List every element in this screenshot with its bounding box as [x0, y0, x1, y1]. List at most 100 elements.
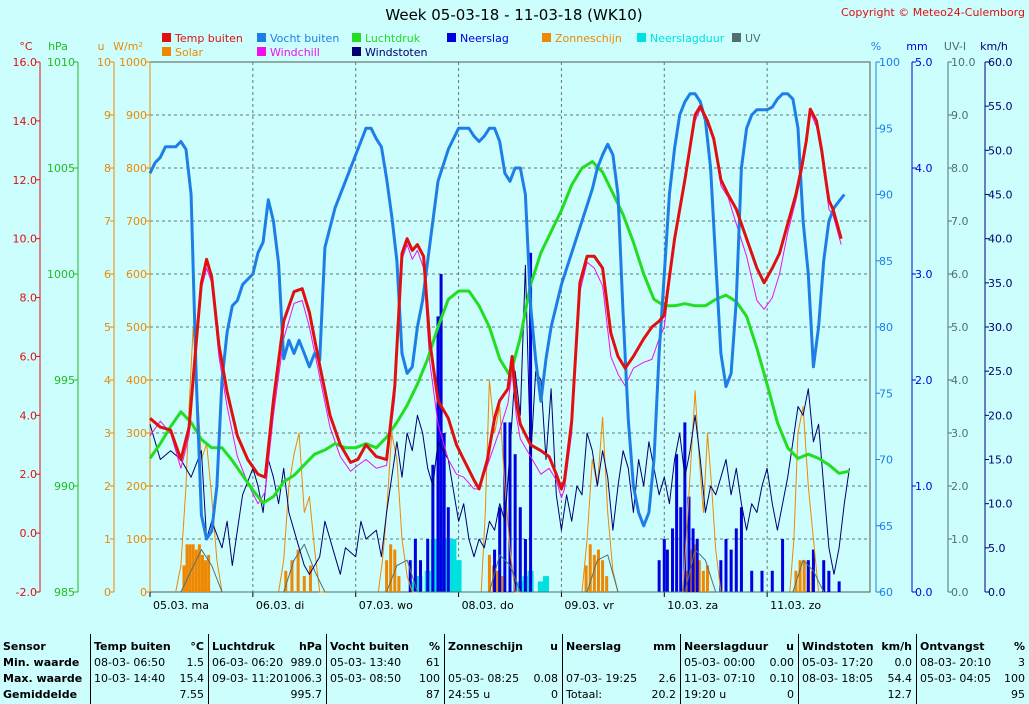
y-tick-label: 50.0	[988, 144, 1013, 157]
summary-avg-value: 0	[787, 688, 794, 701]
summary-row: 07-03- 19:25 2.6	[566, 671, 676, 687]
summary-max-time: 10-03- 14:40	[94, 672, 166, 685]
bar	[389, 544, 393, 592]
bar	[500, 576, 504, 592]
bar	[734, 528, 738, 592]
legend: Temp buiten Vocht buiten Luchtdruk Neerslag…	[162, 32, 761, 59]
legend-label: Solar	[175, 46, 204, 59]
y-tick-label: 3	[104, 427, 111, 440]
summary-col-sensor: Sensor Min. waarde Max. waarde Gemiddelde	[0, 634, 90, 704]
bar	[302, 576, 306, 592]
series-uv	[180, 543, 825, 593]
x-tick-label: 06.03. di	[256, 599, 305, 612]
y-tick-label: 0.0	[915, 586, 933, 599]
y-tick-label: 4.0	[951, 374, 969, 387]
y-tick-label: 7.0	[951, 215, 969, 228]
summary-avg-value: 0	[551, 688, 558, 701]
bar	[493, 549, 497, 592]
summary-col-gust: Windstoten km/h 05-03- 17:20 0.0 08-03- 18:0…	[798, 634, 916, 704]
legend-swatch	[637, 33, 646, 42]
y-tick-label: 800	[126, 162, 147, 175]
y-tick-label: 2.0	[915, 374, 933, 387]
bar	[197, 544, 201, 592]
y-tick-label: 85	[879, 255, 893, 268]
summary-row: Vocht buiten%	[330, 639, 440, 655]
bar	[675, 454, 679, 592]
summary-row: 08-03- 18:05 54.4	[802, 671, 912, 687]
y-tick-label: 8.0	[951, 162, 969, 175]
y-tick-label: 985	[54, 586, 75, 599]
summary-row: Max. waarde	[3, 671, 86, 687]
bar	[191, 544, 195, 592]
bar	[662, 539, 666, 592]
legend-label: UV	[745, 32, 761, 45]
y-tick-label: 900	[126, 109, 147, 122]
summary-col-reception: Ontvangst% 08-03- 20:10 3 05-03- 04:05 100 95	[916, 634, 1029, 704]
y-tick-label: 70	[879, 454, 893, 467]
legend-item: Zonneschijn	[542, 32, 622, 45]
y-tick-label: 500	[126, 321, 147, 334]
bar	[802, 560, 806, 592]
bar	[523, 539, 527, 592]
summary-row: 05-03- 08:25 0.08	[448, 671, 558, 687]
bar	[537, 581, 544, 592]
bar	[605, 576, 609, 592]
summary-min-time: 05-03- 17:20	[802, 656, 874, 669]
summary-max-value: 15.4	[179, 672, 205, 685]
bar	[665, 549, 669, 592]
summary-row: 19:20 u 0	[684, 687, 794, 703]
legend-swatch	[257, 33, 266, 42]
y-axis-sun: u 0 1 2 3 4 5 6 7 8 9 10	[97, 40, 115, 599]
y-axis-unit: UV-I	[944, 40, 966, 53]
y-tick-label: 1005	[47, 162, 75, 175]
bar	[770, 570, 774, 592]
x-tick-label: 05.03. ma	[153, 599, 209, 612]
y-tick-label: 400	[126, 374, 147, 387]
y-axis-unit: mm	[906, 40, 927, 53]
bar	[207, 554, 211, 592]
summary-avg-value: 7.55	[179, 688, 205, 701]
y-tick-label: 100	[126, 533, 147, 546]
summary-min-time: 08-03- 20:10	[920, 656, 992, 669]
y-tick-label: 20.0	[988, 409, 1013, 422]
summary-row: 05-03- 13:40 61	[330, 655, 440, 671]
summary-min-time: 06-03- 06:20	[212, 656, 284, 669]
y-tick-label: 45.0	[988, 189, 1013, 202]
y-axis-rain: mm 0.0 1.0 2.0 3.0 4.0 5.0	[906, 40, 932, 599]
plot-area	[148, 92, 850, 593]
weather-chart: Week 05-03-18 - 11-03-18 (WK10) Copyrigh…	[13, 6, 1026, 612]
summary-max-time: 08-03- 18:05	[802, 672, 874, 685]
bar	[592, 554, 596, 592]
y-tick-label: 1	[104, 533, 111, 546]
bar	[596, 549, 600, 592]
legend-item: UV	[732, 32, 761, 45]
y-tick-label: 700	[126, 215, 147, 228]
y-tick-label: 30.0	[988, 321, 1013, 334]
legend-swatch	[162, 47, 171, 56]
y-tick-label: -2.0	[16, 586, 37, 599]
bar	[290, 560, 294, 592]
bar	[431, 464, 435, 592]
y-tick-label: 0.0	[20, 527, 38, 540]
legend-label: Vocht buiten	[270, 32, 339, 45]
axes: 05.03. ma 06.03. di 07.03. wo 08.03. do 09.0…	[13, 40, 1013, 612]
y-tick-label: 60	[879, 586, 893, 599]
y-tick-label: 4.0	[20, 409, 38, 422]
bar	[705, 565, 709, 592]
legend-swatch	[352, 33, 361, 42]
bar	[436, 316, 440, 592]
x-tick-label: 08.03. do	[462, 599, 514, 612]
bar	[760, 570, 764, 592]
summary-header: Temp buiten	[94, 640, 171, 653]
legend-swatch	[447, 33, 456, 42]
summary-row: 08-03- 06:50 1.5	[94, 655, 204, 671]
summary-unit: °C	[190, 640, 204, 653]
bar	[194, 549, 198, 592]
y-axis-humidity: % 60 65 70 75 80 85 90 95 100	[871, 40, 900, 599]
summary-max-time: 05-03- 08:50	[330, 672, 402, 685]
summary-row: 7.55	[94, 687, 205, 703]
legend-swatch	[257, 47, 266, 56]
summary-header: Ontvangst	[920, 640, 985, 653]
series-line	[148, 160, 850, 505]
bar	[518, 507, 522, 592]
